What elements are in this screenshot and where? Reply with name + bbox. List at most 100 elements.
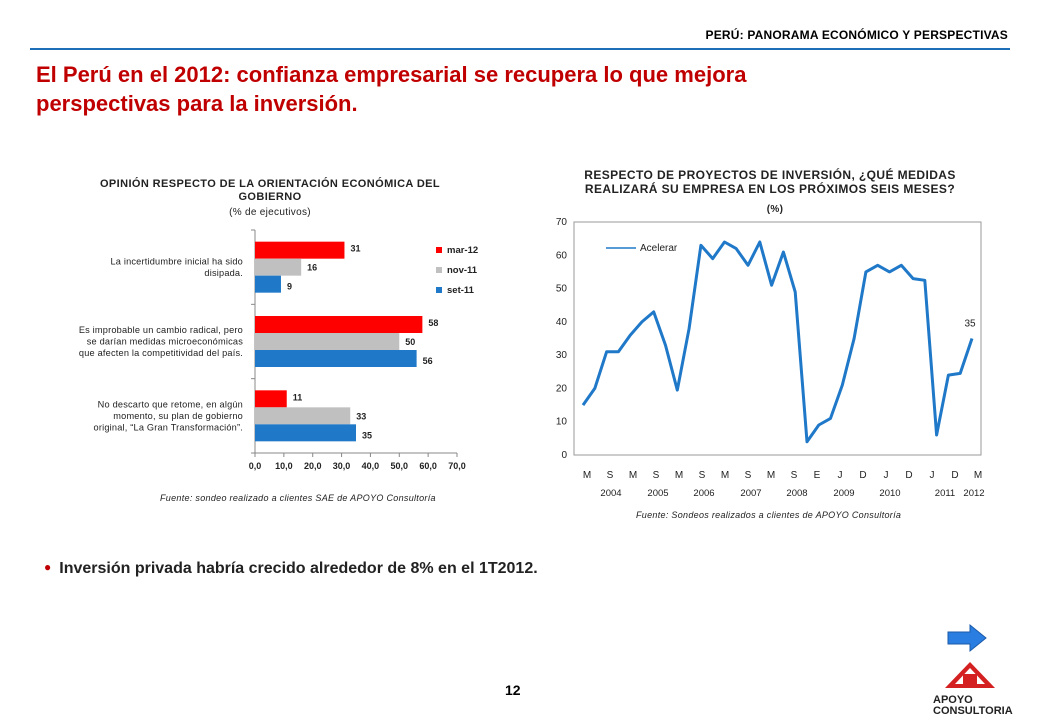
logo-line-1: APOYO [933, 694, 973, 706]
category-label: disipada. [204, 268, 243, 278]
legend-swatch-mar-12 [436, 247, 442, 253]
bar-mar-12 [255, 316, 423, 333]
x-month-label: E [814, 470, 821, 481]
category-label: Es improbable un cambio radical, pero [79, 325, 243, 335]
bar-nov-11 [255, 333, 400, 350]
x-tick-label: 70,0 [448, 461, 466, 471]
bar-value-label: 16 [307, 263, 317, 273]
bar-value-label: 50 [405, 337, 415, 347]
x-year-label: 2012 [963, 488, 984, 499]
legend-label: Acelerar [640, 243, 678, 254]
x-year-label: 2005 [647, 488, 668, 499]
bar-set-11 [255, 275, 281, 293]
x-year-label: 2010 [879, 488, 900, 499]
y-tick-label: 0 [561, 450, 567, 461]
legend-label: mar-12 [447, 245, 478, 256]
x-year-label: 2004 [600, 488, 621, 499]
x-tick-label: 10,0 [275, 461, 293, 471]
legend-label: nov-11 [447, 265, 478, 276]
bullet-text: Inversión privada habría crecido alreded… [59, 560, 538, 577]
y-tick-label: 70 [556, 217, 568, 228]
category-label: No descarto que retome, en algún [98, 399, 243, 409]
x-month-label: D [859, 470, 866, 481]
line-chart: 0 10 20 30 40 50 60 70 35 Acelerar M S M S M S M S M S E J D J D… [556, 217, 985, 499]
x-month-label: S [699, 470, 706, 481]
category-label: La incertidumbre inicial ha sido [110, 256, 243, 266]
bar-mar-12 [255, 390, 287, 408]
x-year-label: 2007 [740, 488, 761, 499]
category-label: se darían medidas microeconómicas [87, 337, 243, 347]
x-tick-label: 60,0 [419, 461, 437, 471]
bar-chart-subtitle: (% de ejecutivos) [229, 207, 311, 218]
bullet-dot-icon: ● [44, 560, 52, 574]
x-year-label: 2006 [693, 488, 714, 499]
bar-value-label: 58 [428, 318, 438, 328]
apoyo-logo: APOYO CONSULTORIA [925, 660, 1015, 717]
x-month-label: D [905, 470, 912, 481]
x-month-label: M [583, 470, 591, 481]
x-tick-label: 50,0 [391, 461, 409, 471]
x-tick-label: 30,0 [333, 461, 351, 471]
x-month-label: S [653, 470, 660, 481]
x-month-label: S [607, 470, 614, 481]
header-divider [30, 48, 1010, 50]
bar-nov-11 [255, 407, 351, 425]
category-label: momento, su plan de gobierno [113, 411, 243, 421]
bar-nov-11 [255, 258, 302, 276]
x-month-label: S [745, 470, 752, 481]
y-tick-label: 20 [556, 383, 568, 394]
y-tick-label: 40 [556, 317, 568, 328]
bar-chart-title-line-1: OPINIÓN RESPECTO DE LA ORIENTACIÓN ECONÓ… [99, 178, 441, 190]
bar-value-label: 11 [293, 392, 303, 402]
x-month-label: M [767, 470, 775, 481]
line-chart-title-line-2: REALIZARÁ SU EMPRESA EN LOS PRÓXIMOS SEI… [584, 182, 956, 196]
x-month-label: M [629, 470, 637, 481]
page-title-line-1: El Perú en el 2012: confianza empresaria… [36, 62, 747, 87]
bar-value-label: 9 [287, 282, 292, 292]
legend-swatch-set-11 [436, 287, 442, 293]
bar-set-11 [255, 350, 417, 367]
data-label: 35 [964, 319, 976, 330]
bar-value-label: 33 [356, 411, 366, 421]
plot-frame [573, 221, 982, 456]
bar-value-label: 31 [350, 244, 360, 254]
x-month-label: D [951, 470, 958, 481]
bar-chart-source: Fuente: sondeo realizado a clientes SAE … [160, 493, 436, 503]
line-chart-title-line-1: RESPECTO DE PROYECTOS DE INVERSIÓN, ¿QUÉ… [584, 168, 956, 182]
page-title-line-2: perspectivas para la inversión. [36, 91, 358, 116]
bar-chart-title-line-2: GOBIERNO [238, 191, 302, 203]
header-tag: PERÚ: PANORAMA ECONÓMICO Y PERSPECTIVAS [705, 28, 1008, 42]
bullet-point: ● Inversión privada habría crecido alrede… [44, 560, 538, 578]
y-tick-label: 50 [556, 284, 568, 295]
category-label: que afecten la competitividad del país. [79, 348, 243, 358]
x-tick-label: 40,0 [362, 461, 380, 471]
x-month-label: S [791, 470, 798, 481]
page-title: El Perú en el 2012: confianza empresaria… [36, 60, 996, 118]
y-tick-label: 30 [556, 350, 568, 361]
x-year-label: 2011 [935, 488, 955, 499]
x-month-label: M [974, 470, 982, 481]
y-tick-label: 10 [556, 417, 568, 428]
x-month-label: M [675, 470, 683, 481]
x-month-label: J [838, 470, 843, 481]
bar-value-label: 56 [423, 356, 433, 366]
x-year-label: 2008 [786, 488, 807, 499]
legend-swatch-nov-11 [436, 267, 442, 273]
legend-label: set-11 [447, 285, 475, 296]
x-month-label: J [930, 470, 935, 481]
x-month-label: M [721, 470, 729, 481]
apoyo-logo-mark [945, 662, 995, 688]
page-number: 12 [505, 682, 521, 698]
x-month-label: J [884, 470, 889, 481]
series-line-acelerar [581, 240, 974, 444]
line-chart-source: Fuente: Sondeos realizados a clientes de… [636, 510, 902, 520]
line-chart-title: RESPECTO DE PROYECTOS DE INVERSIÓN, ¿QUÉ… [520, 168, 1020, 196]
bar-mar-12 [255, 241, 345, 259]
bar-set-11 [255, 424, 356, 442]
logo-line-2: CONSULTORIA [933, 705, 1013, 717]
x-tick-label: 20,0 [304, 461, 322, 471]
next-arrow-icon[interactable] [946, 623, 988, 653]
bar-value-label: 35 [362, 430, 372, 440]
y-tick-label: 60 [556, 250, 568, 261]
x-year-label: 2009 [833, 488, 854, 499]
